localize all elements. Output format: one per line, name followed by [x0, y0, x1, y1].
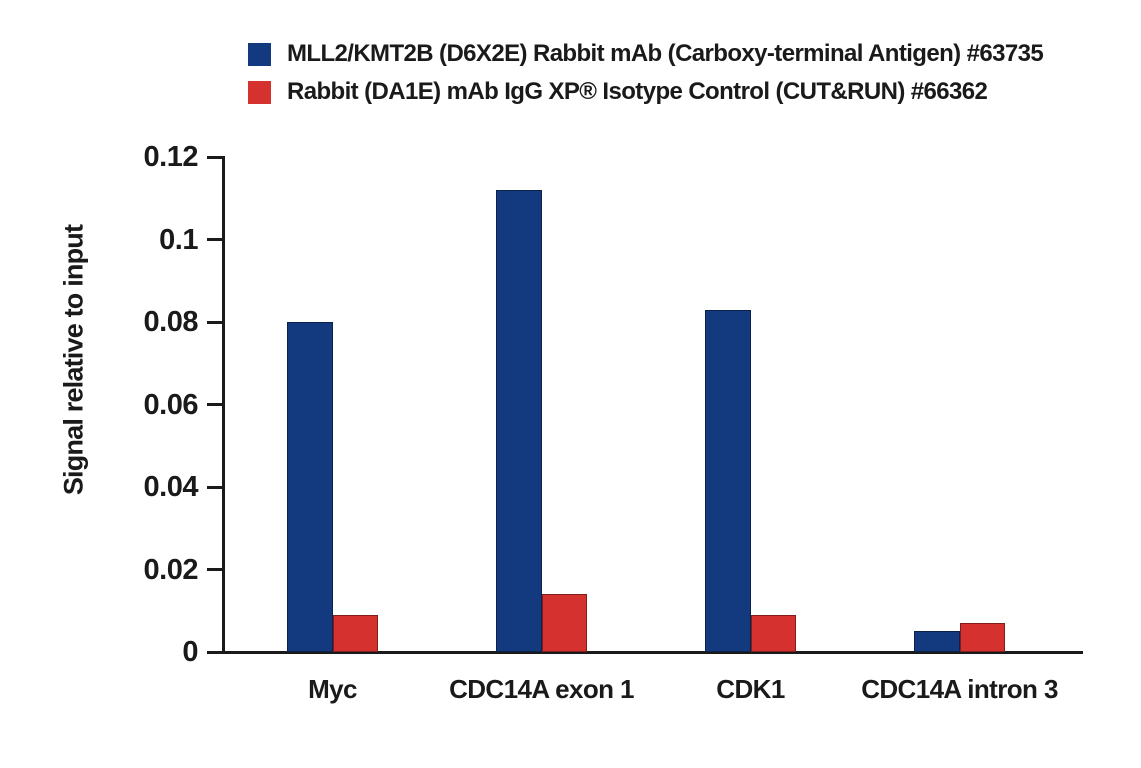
bar-isotype-control: [332, 614, 378, 652]
legend-item-antibody: MLL2/KMT2B (D6X2E) Rabbit mAb (Carboxy-t…: [248, 40, 1044, 67]
x-category-label: CDK1: [716, 674, 785, 704]
bar-isotype-control: [541, 594, 587, 652]
y-tick: [207, 485, 225, 489]
x-category-label: CDC14A intron 3: [861, 674, 1058, 704]
legend-swatch-antibody: [248, 42, 271, 66]
x-category-label: Myc: [308, 674, 357, 704]
y-tick: [207, 403, 225, 406]
y-tick: [207, 155, 225, 159]
x-axis-line: [208, 650, 1083, 654]
y-tick-label: 0: [182, 636, 198, 668]
y-tick-label: 0.1: [159, 223, 198, 256]
y-axis-line: [222, 157, 225, 654]
bar-antibody: [705, 309, 751, 652]
legend-label-antibody: MLL2/KMT2B (D6X2E) Rabbit mAb (Carboxy-t…: [287, 40, 1044, 67]
y-tick: [207, 320, 225, 324]
y-tick-label: 0.06: [143, 388, 199, 421]
bar-isotype-control: [959, 623, 1005, 652]
bar-antibody: [496, 190, 542, 652]
bar-isotype-control: [750, 614, 796, 652]
bar-antibody: [914, 631, 960, 652]
y-tick-label: 0.04: [143, 471, 199, 503]
legend-swatch-isotype-control: [248, 80, 271, 104]
y-tick-label: 0.02: [143, 553, 199, 586]
legend-label-isotype-control: Rabbit (DA1E) mAb IgG XP® Isotype Contro…: [287, 78, 988, 105]
bar-antibody: [287, 322, 333, 652]
y-tick: [207, 238, 225, 241]
legend-item-isotype-control: Rabbit (DA1E) mAb IgG XP® Isotype Contro…: [248, 80, 1043, 104]
y-tick-label: 0.12: [143, 141, 199, 173]
y-tick-label: 0.08: [143, 306, 199, 338]
legend: MLL2/KMT2B (D6X2E) Rabbit mAb (Carboxy-t…: [248, 40, 1044, 104]
x-category-label: CDC14A exon 1: [449, 674, 634, 704]
y-tick: [207, 568, 225, 571]
